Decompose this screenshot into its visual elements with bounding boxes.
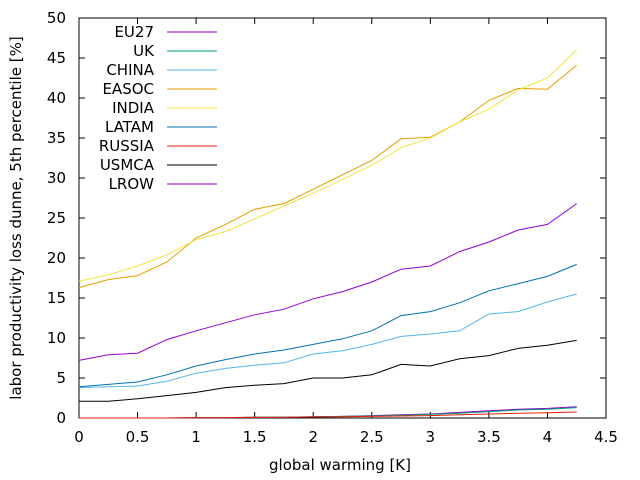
- legend-label-india: INDIA: [112, 99, 155, 117]
- y-tick-label: 50: [47, 9, 66, 27]
- y-tick-label: 15: [47, 289, 66, 307]
- y-tick-label: 25: [47, 209, 66, 227]
- series-line-lrow: [78, 203, 577, 361]
- x-tick-label: 4: [543, 428, 553, 446]
- legend-label-usmca: USMCA: [100, 156, 155, 174]
- x-tick-label: 0.5: [126, 428, 150, 446]
- x-tick-label: 1: [191, 428, 201, 446]
- x-tick-label: 4.5: [594, 428, 618, 446]
- y-tick-label: 45: [47, 49, 66, 67]
- legend-label-easoc: EASOC: [102, 80, 154, 98]
- y-tick-label: 0: [56, 409, 66, 427]
- legend-label-latam: LATAM: [105, 118, 154, 136]
- legend-label-uk: UK: [133, 42, 155, 60]
- legend-label-russia: RUSSIA: [99, 137, 155, 155]
- y-tick-label: 30: [47, 169, 66, 187]
- series-line-usmca: [79, 339, 577, 402]
- axis-ticks: 0 0.5 1 1.5 2 2.5 3 3.5 4 4.5 0 5 10 15 20 25 30 35 40 45 50: [47, 9, 618, 446]
- x-tick-label: 3: [426, 428, 436, 446]
- y-tick-label: 5: [56, 369, 66, 387]
- plot-frame: [78, 17, 607, 419]
- series-line-latam: [78, 263, 577, 388]
- y-tick-label: 35: [47, 129, 66, 147]
- x-tick-label: 0: [74, 428, 84, 446]
- x-tick-label: 3.5: [477, 428, 501, 446]
- y-tick-label: 10: [47, 329, 66, 347]
- x-tick-label: 2: [308, 428, 318, 446]
- y-axis-label: labor productivity loss dunne, 5th perce…: [7, 36, 25, 399]
- y-tick-label: 20: [47, 249, 66, 267]
- series-line-russia: [79, 411, 577, 419]
- legend-label-eu27: EU27: [114, 23, 154, 41]
- series-line-india: [78, 49, 578, 282]
- x-tick-label: 1.5: [243, 428, 267, 446]
- series-line-china: [78, 293, 577, 389]
- series-line-easoc: [78, 64, 578, 289]
- x-tick-label: 2.5: [360, 428, 384, 446]
- series-lines: [78, 49, 578, 419]
- x-axis-label: global warming [K]: [269, 456, 411, 474]
- legend-label-china: CHINA: [106, 61, 154, 79]
- legend: EU27UKCHINAEASOCINDIALATAMRUSSIAUSMCALRO…: [99, 23, 217, 193]
- legend-label-lrow: LROW: [109, 175, 155, 193]
- y-tick-label: 40: [47, 89, 66, 107]
